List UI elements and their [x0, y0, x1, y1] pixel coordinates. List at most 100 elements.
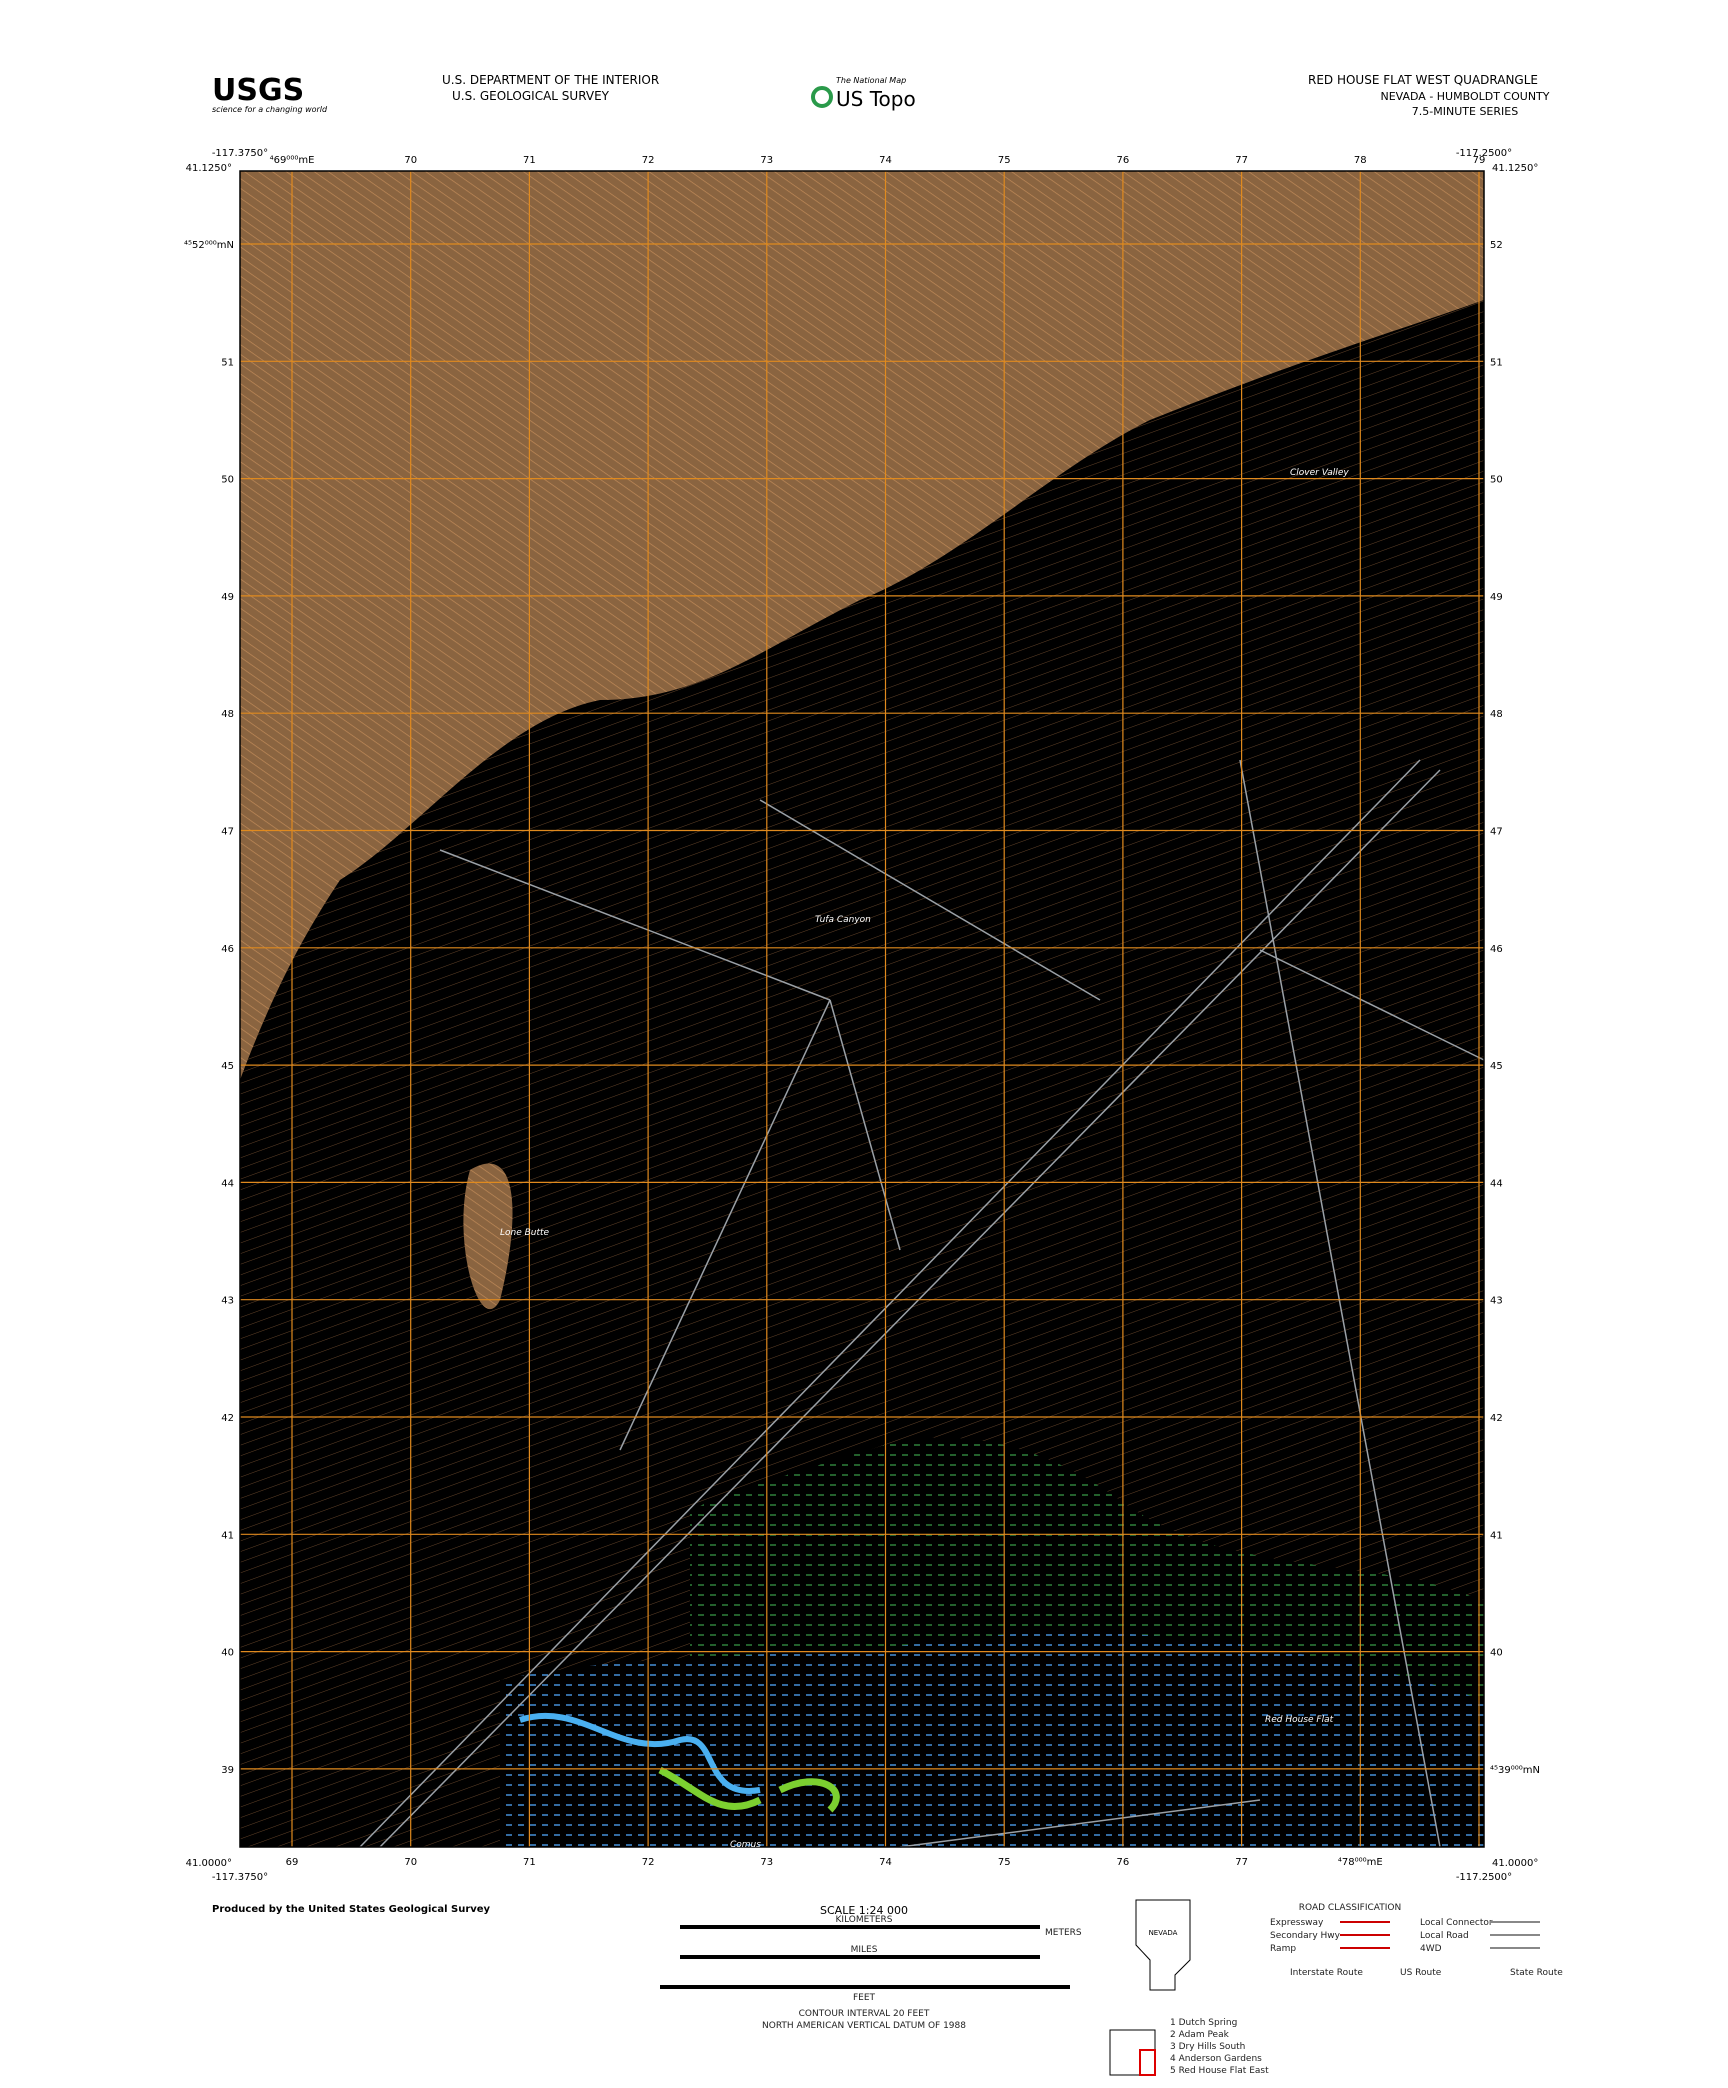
easting-label: 76 — [1117, 155, 1130, 166]
easting-label: 71 — [523, 155, 536, 166]
easting-label: 69 — [286, 1857, 299, 1868]
northing-label: 49 — [221, 592, 234, 603]
northing-label: 42 — [221, 1413, 234, 1424]
northing-label: 43 — [221, 1296, 234, 1307]
unit: MILES — [851, 1945, 878, 1955]
adjoining-quad: 3 Dry Hills South — [1170, 2042, 1245, 2052]
northing-label: 46 — [1490, 944, 1503, 955]
easting-label: 72 — [642, 1857, 655, 1868]
easting-label: 70 — [404, 155, 417, 166]
road-type: Ramp — [1270, 1944, 1296, 1954]
easting-label: 79 — [1473, 155, 1486, 166]
northing-label: 40 — [1490, 1648, 1503, 1659]
corner-label: 41.0000° — [186, 1858, 232, 1869]
northing-label: ⁴⁵52⁰⁰⁰mN — [184, 240, 234, 251]
department: U.S. DEPARTMENT OF THE INTERIOR — [442, 73, 659, 87]
easting-label: 73 — [760, 1857, 773, 1868]
place-label: Red House Flat — [1265, 1715, 1334, 1725]
corner-label: 41.1250° — [1492, 163, 1538, 174]
unit: METERS — [1045, 1928, 1082, 1938]
adjoining-list: 1 Dutch Spring 2 Adam Peak 3 Dry Hills Sou… — [1170, 2018, 1269, 2076]
roads — [359, 759, 1485, 1848]
grid: ⁴69⁰⁰⁰mE 70 71 72 73 74 75 76 77 78 79 69 70 71 72 73 74… — [184, 155, 1540, 1868]
topo-icon — [811, 86, 833, 108]
state-name: NEVADA — [1149, 1929, 1178, 1937]
northing-label: 41 — [221, 1530, 234, 1541]
easting-label: ⁴78⁰⁰⁰mE — [1338, 1857, 1383, 1868]
national-map: The National Map — [836, 76, 906, 85]
route-type: Interstate Route — [1290, 1968, 1363, 1978]
corner-label: -117.2500° — [1456, 1872, 1512, 1883]
easting-label: 75 — [998, 155, 1011, 166]
easting-label: 77 — [1235, 1857, 1248, 1868]
northing-label: 45 — [221, 1061, 234, 1072]
adjoining-quad: 2 Adam Peak — [1170, 2030, 1230, 2040]
easting-label: 71 — [523, 1857, 536, 1868]
northing-label: 51 — [221, 357, 234, 368]
road-type: Local Connector — [1420, 1918, 1493, 1928]
road-type: 4WD — [1420, 1944, 1442, 1954]
survey: U.S. GEOLOGICAL SURVEY — [452, 89, 610, 103]
northing-label: 43 — [1490, 1296, 1503, 1307]
northing-label: 48 — [1490, 709, 1503, 720]
quad-title: RED HOUSE FLAT WEST QUADRANGLE — [1308, 73, 1538, 87]
unit: FEET — [853, 1993, 876, 2003]
easting-label: 78 — [1354, 155, 1367, 166]
easting-label: ⁴69⁰⁰⁰mE — [270, 155, 315, 166]
northing-label: 40 — [221, 1648, 234, 1659]
easting-label: 72 — [642, 155, 655, 166]
road-title: ROAD CLASSIFICATION — [1299, 1903, 1401, 1913]
northing-label: 42 — [1490, 1413, 1503, 1424]
northing-label: 47 — [221, 827, 234, 838]
mountains — [240, 171, 1484, 1080]
northing-label: 50 — [1490, 475, 1503, 486]
place-label: Tufa Canyon — [815, 915, 871, 925]
easting-label: 74 — [879, 155, 892, 166]
road-type: Secondary Hwy — [1270, 1931, 1341, 1941]
road-type: Local Road — [1420, 1931, 1469, 1941]
northing-label: 44 — [221, 1178, 234, 1189]
easting-label: 70 — [404, 1857, 417, 1868]
easting-label: 74 — [879, 1857, 892, 1868]
northing-label: ⁴⁵39⁰⁰⁰mN — [1490, 1765, 1540, 1776]
corner-label: -117.2500° — [1456, 148, 1512, 159]
place-label: Lone Butte — [500, 1228, 550, 1238]
river — [519, 1712, 761, 1794]
contour-interval: CONTOUR INTERVAL 20 FEET — [799, 2009, 930, 2019]
corner-label: -117.3750° — [212, 1872, 268, 1883]
tagline: science for a changing world — [212, 105, 328, 114]
adjoining-quad: 5 Red House Flat East — [1170, 2066, 1269, 2076]
northing-label: 39 — [221, 1765, 234, 1776]
product: US Topo — [836, 87, 916, 111]
neatline — [239, 170, 1485, 1848]
scale: SCALE 1:24 000 — [820, 1904, 908, 1917]
northing-label: 45 — [1490, 1061, 1503, 1072]
producer: Produced by the United States Geological… — [212, 1904, 491, 1915]
northing-label: 47 — [1490, 827, 1503, 838]
adjoining-quad: 1 Dutch Spring — [1170, 2018, 1237, 2028]
northing-label: 48 — [221, 709, 234, 720]
easting-label: 75 — [998, 1857, 1011, 1868]
northing-label: 49 — [1490, 592, 1503, 603]
scale-bars — [660, 1925, 1070, 1989]
place-label: Comus — [730, 1840, 761, 1850]
index-grid — [1109, 2029, 1156, 2076]
vegetation — [658, 1766, 840, 1813]
place-label: Clover Valley — [1290, 468, 1349, 478]
easting-label: 76 — [1117, 1857, 1130, 1868]
butte — [463, 1163, 513, 1310]
northing-label: 46 — [221, 944, 234, 955]
state-county: NEVADA - HUMBOLDT COUNTY — [1381, 90, 1550, 103]
corner-label: -117.3750° — [212, 148, 268, 159]
state-outline — [1135, 1899, 1191, 1991]
northing-label: 41 — [1490, 1530, 1503, 1541]
adjoining-quad: 4 Anderson Gardens — [1170, 2054, 1262, 2064]
datum: NORTH AMERICAN VERTICAL DATUM OF 1988 — [762, 2021, 966, 2031]
corner-label: 41.1250° — [186, 163, 232, 174]
map-area — [240, 171, 1485, 1848]
unit: KILOMETERS — [836, 1915, 893, 1925]
series: 7.5-MINUTE SERIES — [1412, 105, 1518, 118]
corner-label: 41.0000° — [1492, 1858, 1538, 1869]
